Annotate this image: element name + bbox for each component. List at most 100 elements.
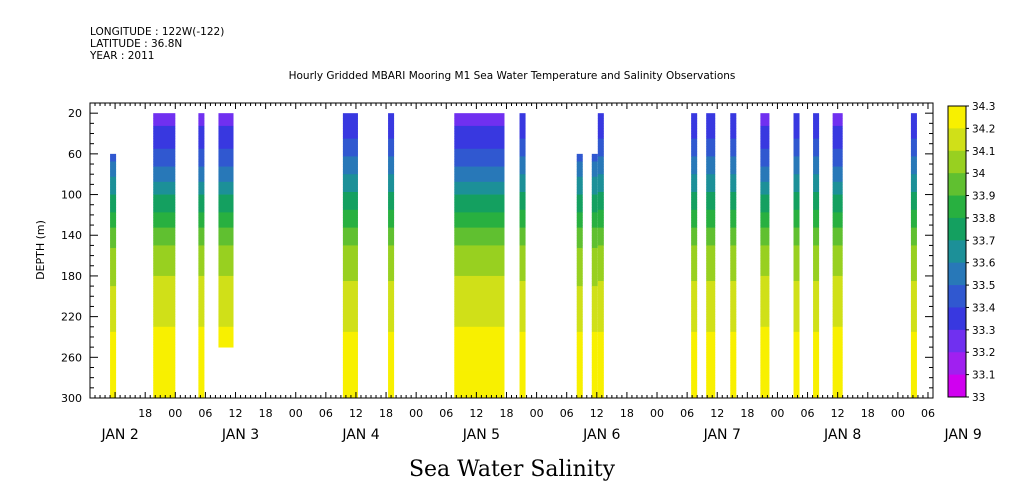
column-cell xyxy=(597,255,604,259)
column-cell xyxy=(813,283,820,287)
column-cell xyxy=(388,164,395,167)
column-cell xyxy=(388,359,395,363)
column-cell xyxy=(813,123,820,127)
column-cell xyxy=(793,199,800,203)
column-cell xyxy=(342,176,358,180)
column-cell xyxy=(691,207,698,211)
column-cell xyxy=(218,222,234,226)
column-cell xyxy=(519,235,526,239)
column-cell xyxy=(730,367,737,371)
column-cell xyxy=(832,293,843,297)
column-cell xyxy=(519,219,526,223)
column-cell xyxy=(591,258,598,262)
column-cell xyxy=(597,354,604,358)
column-cell xyxy=(910,298,917,302)
column-cell xyxy=(198,342,205,345)
column-cell xyxy=(760,230,770,234)
column-cell xyxy=(591,288,598,292)
column-cell xyxy=(218,169,234,173)
data-column-5 xyxy=(388,113,395,399)
column-cell xyxy=(198,148,205,152)
column-cell xyxy=(706,392,716,396)
column-cell xyxy=(793,362,800,366)
column-cell xyxy=(793,377,800,381)
column-cell xyxy=(218,324,234,328)
column-cell xyxy=(832,263,843,267)
column-cell xyxy=(832,342,843,345)
column-cell xyxy=(832,385,843,389)
column-cell xyxy=(813,189,820,193)
column-cell xyxy=(153,204,176,208)
y-tick-label: 20 xyxy=(68,107,82,120)
column-cell xyxy=(388,296,395,300)
column-cell xyxy=(730,255,737,259)
column-cell xyxy=(218,199,234,203)
column-cell xyxy=(813,314,820,318)
column-cell xyxy=(597,349,604,353)
column-cell xyxy=(832,146,843,150)
column-cell xyxy=(706,143,716,147)
column-cell xyxy=(910,146,917,150)
column-cell xyxy=(198,308,205,312)
column-cell xyxy=(832,209,843,213)
column-cell xyxy=(730,136,737,139)
column-cell xyxy=(153,255,176,259)
column-cell xyxy=(793,207,800,211)
column-cell xyxy=(730,395,737,399)
column-cell xyxy=(218,113,234,117)
column-cell xyxy=(706,260,716,264)
column-cell xyxy=(519,316,526,320)
y-tick-label: 60 xyxy=(68,148,82,161)
column-cell xyxy=(342,263,358,267)
column-cell xyxy=(218,130,234,134)
column-cell xyxy=(218,227,234,231)
column-cell xyxy=(153,166,176,170)
column-cell xyxy=(388,339,395,343)
column-cell xyxy=(454,293,505,297)
column-cell xyxy=(153,339,176,343)
column-cell xyxy=(813,237,820,241)
column-cell xyxy=(793,314,800,318)
column-cell xyxy=(597,286,604,290)
column-cell xyxy=(760,354,770,358)
column-cell xyxy=(597,357,604,361)
column-cell xyxy=(706,197,716,201)
column-cell xyxy=(519,382,526,386)
column-cell xyxy=(342,166,358,170)
column-cell xyxy=(706,370,716,373)
column-cell xyxy=(198,278,205,282)
column-cell xyxy=(519,377,526,381)
column-cell xyxy=(691,331,698,335)
column-cell xyxy=(832,115,843,119)
column-cell xyxy=(760,227,770,231)
column-cell xyxy=(576,235,583,239)
column-cell xyxy=(730,349,737,353)
column-cell xyxy=(760,151,770,155)
column-cell xyxy=(910,245,917,249)
column-cell xyxy=(813,148,820,152)
column-cell xyxy=(730,237,737,241)
column-cell xyxy=(706,222,716,226)
column-cell xyxy=(706,321,716,325)
column-cell xyxy=(342,255,358,259)
column-cell xyxy=(110,214,117,218)
column-cell xyxy=(597,278,604,282)
longitude-label: LONGITUDE : 122W(-122) xyxy=(90,26,224,38)
column-cell xyxy=(813,212,820,216)
column-cell xyxy=(342,169,358,173)
column-cell xyxy=(813,367,820,371)
column-cell xyxy=(793,311,800,315)
column-cell xyxy=(910,319,917,323)
column-cell xyxy=(813,370,820,373)
column-cell xyxy=(454,164,505,167)
column-cell xyxy=(388,227,395,231)
column-cell xyxy=(760,392,770,396)
column-cell xyxy=(388,143,395,147)
column-cell xyxy=(706,204,716,208)
data-column-4 xyxy=(342,113,358,399)
x-tick-label: 18 xyxy=(861,407,875,420)
column-cell xyxy=(760,390,770,394)
column-cell xyxy=(760,209,770,213)
column-cell xyxy=(730,207,737,211)
